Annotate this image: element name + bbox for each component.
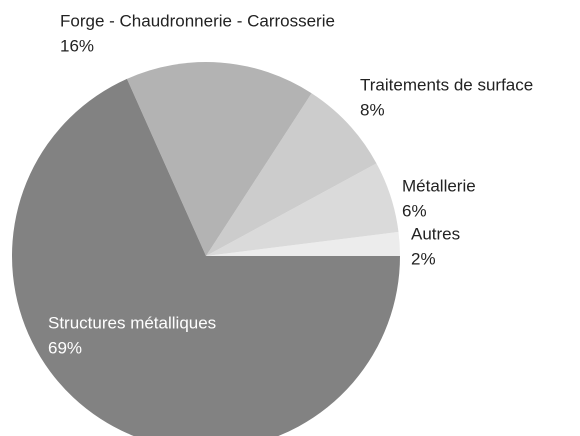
slice-value-label: 2% bbox=[411, 249, 436, 268]
slice-label: Forge - Chaudronnerie - Carrosserie bbox=[60, 11, 335, 30]
slice-value-label: 16% bbox=[60, 36, 94, 55]
slice-label: Structures métalliques bbox=[48, 313, 216, 332]
slice-label: Traitements de surface bbox=[360, 75, 533, 94]
pie-slice bbox=[12, 78, 400, 436]
slice-label: Autres bbox=[411, 224, 460, 243]
slice-value-label: 8% bbox=[360, 100, 385, 119]
slice-value-label: 69% bbox=[48, 338, 82, 357]
pie-slice bbox=[206, 163, 399, 256]
slice-label: Métallerie bbox=[402, 176, 476, 195]
pie-slice bbox=[206, 93, 377, 256]
slice-value-label: 6% bbox=[402, 201, 427, 220]
pie-slice bbox=[206, 231, 400, 256]
pie-slice bbox=[126, 62, 312, 257]
